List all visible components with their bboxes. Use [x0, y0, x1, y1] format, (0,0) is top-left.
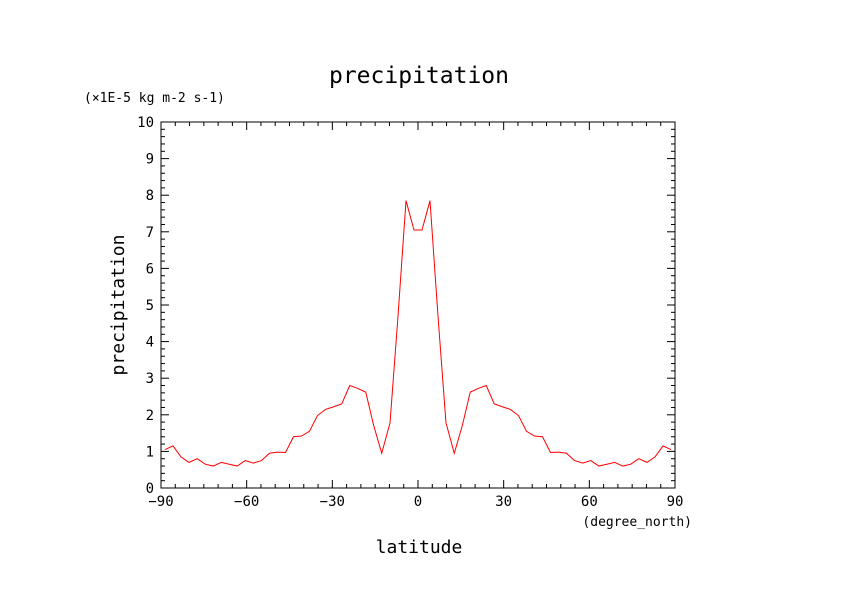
x-ticks: −90 −60 −30 0 30 60 90 [148, 122, 683, 510]
x-tick-label: 90 [667, 494, 684, 510]
data-point [179, 455, 182, 458]
data-point [453, 452, 456, 455]
data-point [637, 457, 640, 460]
x-tick-label: −60 [234, 494, 259, 510]
data-point [646, 461, 649, 464]
data-point [284, 451, 287, 454]
data-point [171, 444, 174, 447]
data-point [220, 461, 223, 464]
data-point [509, 408, 512, 411]
data-point [268, 452, 271, 455]
data-point [444, 421, 447, 424]
data-point [372, 424, 375, 427]
data-point [300, 435, 303, 438]
series-layer [164, 199, 673, 468]
data-point [244, 459, 247, 462]
data-point [389, 421, 392, 424]
data-point [557, 451, 560, 454]
data-point [581, 462, 584, 465]
y-tick-label: 10 [137, 115, 154, 131]
x-tick-label: −90 [148, 494, 173, 510]
chart-title: precipitation [329, 63, 509, 89]
y-tick-label: 8 [146, 188, 154, 204]
data-point [397, 314, 400, 317]
data-point [187, 461, 190, 464]
data-point [212, 465, 215, 468]
y-tick-label: 1 [146, 444, 154, 460]
y-tick-label: 7 [146, 225, 154, 241]
data-point [589, 459, 592, 462]
x-tick-label: 0 [414, 494, 422, 510]
data-point [204, 463, 207, 466]
data-point [549, 451, 552, 454]
data-point [428, 199, 431, 202]
x-tick-label: 60 [581, 494, 598, 510]
y-axis-label: precipitation [108, 235, 129, 376]
data-point [565, 452, 568, 455]
data-point [164, 448, 167, 451]
data-point [380, 452, 383, 455]
data-point [461, 424, 464, 427]
data-point [533, 435, 536, 438]
data-point [436, 314, 439, 317]
data-point [477, 387, 480, 390]
data-point [332, 405, 335, 408]
data-point [413, 228, 416, 231]
y-tick-label: 2 [146, 408, 154, 424]
data-point [228, 463, 231, 466]
data-point [573, 459, 576, 462]
series-line [164, 200, 672, 467]
y-tick-label: 3 [146, 371, 154, 387]
y-tick-label: 5 [146, 298, 154, 314]
data-point [252, 462, 255, 465]
data-point [662, 444, 665, 447]
data-point [629, 463, 632, 466]
data-point [364, 391, 367, 394]
data-point [276, 451, 279, 454]
data-point [597, 465, 600, 468]
data-point [517, 414, 520, 417]
data-point [405, 199, 408, 202]
data-point [356, 387, 359, 390]
data-point [292, 435, 295, 438]
data-point [501, 405, 504, 408]
data-point [196, 457, 199, 460]
data-point [605, 463, 608, 466]
data-point [348, 384, 351, 387]
data-point [421, 228, 424, 231]
y-ticks: 0 1 2 3 4 5 6 7 8 9 10 [137, 115, 675, 497]
data-point [541, 435, 544, 438]
data-point [654, 455, 657, 458]
x-tick-label: 30 [495, 494, 512, 510]
y-units-label: (×1E-5 kg m-2 s-1) [84, 91, 225, 106]
x-units-label: (degree_north) [582, 515, 692, 530]
data-point [469, 391, 472, 394]
data-point [485, 384, 488, 387]
data-point [670, 448, 673, 451]
data-point [340, 402, 343, 405]
plot-frame [160, 121, 676, 489]
data-point [525, 430, 528, 433]
data-point [308, 430, 311, 433]
data-point [236, 465, 239, 468]
data-point [621, 465, 624, 468]
y-tick-label: 0 [146, 481, 154, 497]
data-point [613, 461, 616, 464]
y-tick-label: 9 [146, 152, 154, 168]
x-axis-label: latitude [376, 537, 463, 558]
data-point [260, 459, 263, 462]
data-point [316, 414, 319, 417]
data-point [324, 408, 327, 411]
x-tick-label: −30 [320, 494, 345, 510]
data-point [493, 402, 496, 405]
y-tick-label: 6 [146, 261, 154, 277]
y-tick-label: 4 [146, 335, 154, 351]
